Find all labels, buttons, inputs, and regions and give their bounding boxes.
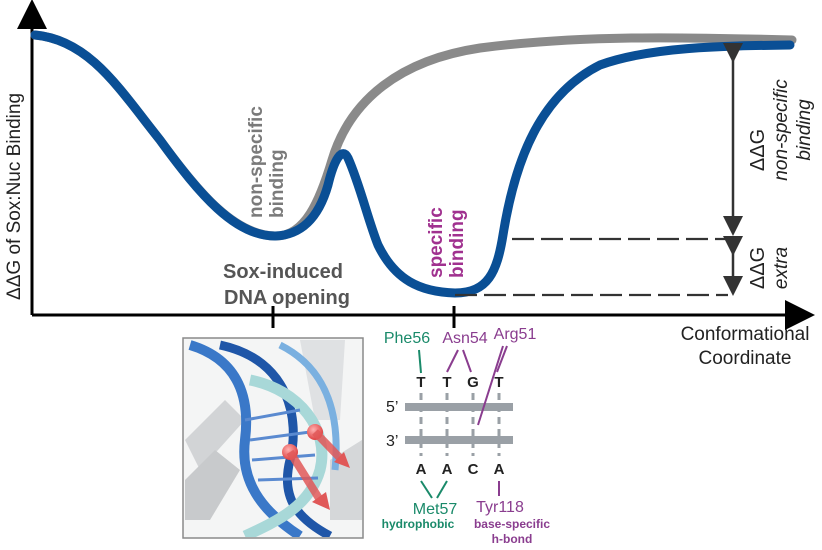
ddg-nonspecific-symbol: ΔΔG [747,129,769,171]
nonspecific-energy-curve [30,30,797,241]
strand-3prime-label: 3’ [386,433,398,450]
ddg-extra-word: extra [771,247,792,289]
ddg-nonspecific-line2: binding [794,99,815,161]
strand-3prime [405,436,513,444]
base-specific-label-line1: base-specific [474,517,550,531]
residue-met57: Met57 [413,501,458,518]
dna-schematic: 5’ 3’ T T G T A A C A Phe56 Asn54 Arg51 … [382,326,551,546]
top-base-1: T [416,374,425,391]
dna-structure-inset [182,337,364,539]
nonspecific-binding-label-line2: binding [267,149,288,218]
top-base-3: G [467,374,479,391]
dna-opening-label-line1: Sox-induced [223,261,343,283]
y-axis-label: ΔΔG of Sox:Nuc Binding [4,93,25,300]
top-base-2: T [442,374,451,391]
top-base-4: T [494,374,503,391]
residue-arg51: Arg51 [494,326,537,343]
specific-binding-label-line1: specific [426,207,447,278]
specific-energy-curve [30,30,795,298]
strand-5prime-label: 5’ [386,399,398,416]
dna-opening-label-line2: DNA opening [224,287,350,309]
x-axis-label-line2: Coordinate [699,348,792,369]
hydrophobic-label: hydrophobic [382,517,455,531]
bottom-base-3: C [468,461,479,478]
x-axis-label-line1: Conformational [681,324,810,345]
strand-5prime [405,403,513,411]
nonspecific-binding-label-line1: non-specific [246,106,267,218]
ddg-nonspecific-line1: non-specific [771,79,792,181]
ddg-extra-symbol: ΔΔG [747,247,769,289]
bottom-base-4: A [494,461,505,478]
specific-binding-label-line2: binding [447,209,468,278]
bottom-base-2: A [442,461,453,478]
residue-phe56: Phe56 [384,330,430,347]
residue-tyr118: Tyr118 [476,499,524,516]
residue-asn54: Asn54 [442,330,487,347]
base-specific-label-line2: h-bond [492,532,533,545]
bottom-base-1: A [416,461,427,478]
